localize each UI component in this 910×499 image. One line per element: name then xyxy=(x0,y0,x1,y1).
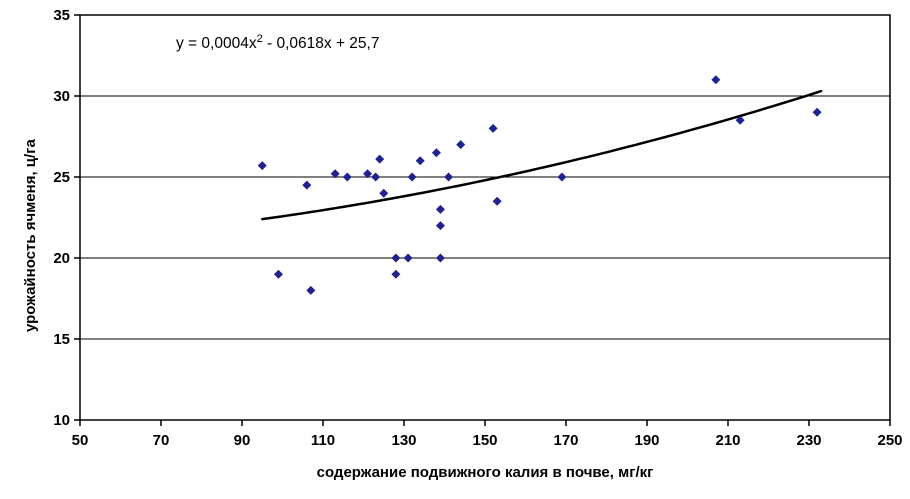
data-point-marker xyxy=(435,221,445,231)
data-point-marker xyxy=(371,172,381,182)
trendline-equation-label: y = 0,0004x2 - 0,0618x + 25,7 xyxy=(176,33,379,53)
data-point-marker xyxy=(812,107,822,117)
data-point-marker xyxy=(273,269,283,279)
data-point-marker xyxy=(711,75,721,85)
data-point-marker xyxy=(735,115,745,125)
y-tick-label: 25 xyxy=(53,169,70,186)
x-tick-label: 170 xyxy=(553,432,578,449)
x-tick-label: 90 xyxy=(234,432,251,449)
data-point-marker xyxy=(488,123,498,133)
data-point-marker xyxy=(391,269,401,279)
equation-suffix: - 0,0618x + 25,7 xyxy=(262,35,380,53)
data-point-marker xyxy=(375,154,385,164)
data-point-marker xyxy=(492,196,502,206)
data-point-marker xyxy=(415,156,425,166)
y-tick-label: 20 xyxy=(53,250,70,267)
x-tick-label: 190 xyxy=(634,432,659,449)
data-point-marker xyxy=(407,172,417,182)
data-point-marker xyxy=(435,253,445,263)
data-point-marker xyxy=(342,172,352,182)
x-tick-label: 250 xyxy=(877,432,902,449)
data-point-marker xyxy=(363,169,373,179)
data-point-marker xyxy=(379,188,389,198)
y-axis-title: урожайность ячменя, ц/га xyxy=(22,139,39,332)
data-point-marker xyxy=(330,169,340,179)
x-axis-title: содержание подвижного калия в почве, мг/… xyxy=(316,464,654,481)
data-point-marker xyxy=(435,204,445,214)
y-tick-label: 10 xyxy=(53,412,70,429)
x-tick-label: 230 xyxy=(796,432,821,449)
data-point-marker xyxy=(444,172,454,182)
data-point-marker xyxy=(403,253,413,263)
x-tick-label: 70 xyxy=(153,432,170,449)
trendline-curve xyxy=(261,89,823,221)
data-point-marker xyxy=(456,140,466,150)
y-tick-label: 35 xyxy=(53,7,70,24)
data-point-marker xyxy=(557,172,567,182)
data-point-marker xyxy=(306,285,316,295)
x-tick-label: 50 xyxy=(72,432,89,449)
equation-prefix: y = 0,0004x xyxy=(176,35,257,53)
data-point-marker xyxy=(257,161,267,171)
x-tick-label: 150 xyxy=(472,432,497,449)
plot-border xyxy=(79,14,891,421)
x-tick-label: 210 xyxy=(715,432,740,449)
equation-exponent: 2 xyxy=(256,33,263,45)
data-point-marker xyxy=(431,148,441,158)
data-point-marker xyxy=(391,253,401,263)
x-tick-label: 130 xyxy=(391,432,416,449)
y-tick-label: 30 xyxy=(53,88,70,105)
x-tick-label: 110 xyxy=(311,432,335,449)
data-point-marker xyxy=(302,180,312,190)
y-tick-label: 15 xyxy=(53,331,70,348)
